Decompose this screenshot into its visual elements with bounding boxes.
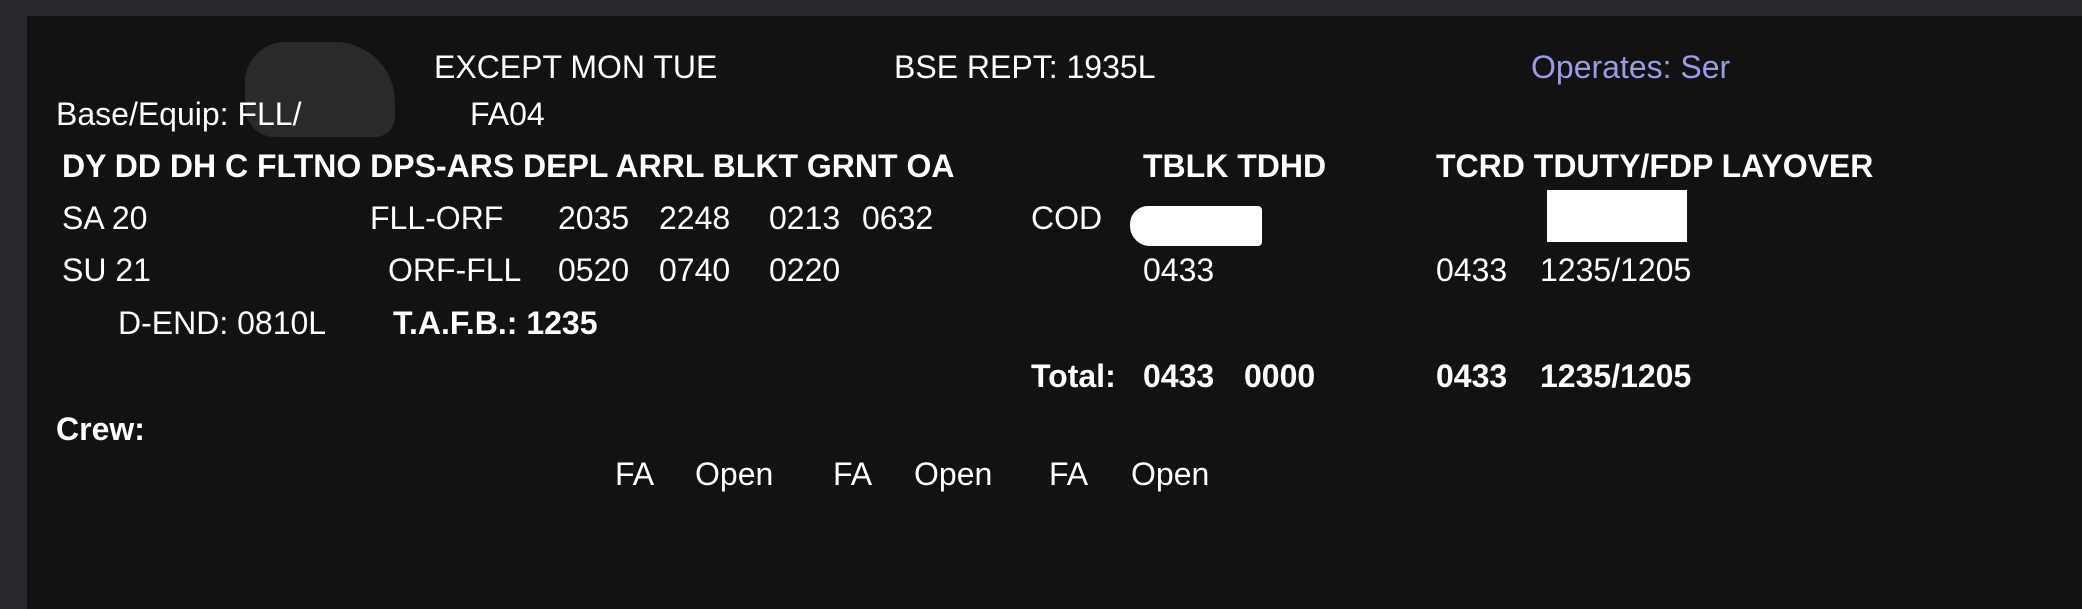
crew-status: Open: [1131, 456, 1210, 492]
base-report: BSE REPT: 1935L: [894, 49, 1156, 85]
base-equip-label: Base/Equip: FLL/: [56, 96, 302, 132]
depart-time: 2035: [558, 200, 630, 236]
totals-tdhd: 0000: [1244, 358, 1316, 394]
layover-city: COD: [1031, 200, 1103, 236]
route: ORF-FLL: [388, 252, 522, 288]
crew-status: Open: [695, 456, 774, 492]
crew-role: FA: [615, 456, 655, 492]
total-block: 0433: [1143, 252, 1215, 288]
base-equip-suffix: FA04: [470, 96, 545, 132]
block-time: 0213: [769, 200, 841, 236]
totals-label: Total:: [1031, 358, 1116, 394]
duty-fdp: 1235/1205: [1540, 252, 1692, 288]
days-except: EXCEPT MON TUE: [434, 49, 718, 85]
route: FLL-ORF: [370, 200, 504, 236]
duty-end: D-END: 0810L: [118, 305, 327, 341]
redaction-mark: [1547, 190, 1687, 242]
column-headers-left: DY DD DH C FLTNO DPS-ARS DEPL ARRL BLKT …: [62, 148, 955, 184]
totals-tblk: 0433: [1143, 358, 1215, 394]
crew-role: FA: [1049, 456, 1089, 492]
ground-time: 0632: [862, 200, 934, 236]
totals-tcrd: 0433: [1436, 358, 1508, 394]
redaction-mark: [245, 42, 395, 137]
column-headers-mid: TBLK TDHD: [1143, 148, 1327, 184]
depart-time: 0520: [558, 252, 630, 288]
total-credit: 0433: [1436, 252, 1508, 288]
tafb: T.A.F.B.: 1235: [393, 305, 598, 341]
redaction-mark: [1130, 206, 1262, 246]
crew-status: Open: [914, 456, 993, 492]
arrive-time: 0740: [659, 252, 731, 288]
arrive-time: 2248: [659, 200, 731, 236]
day-date: SU 21: [62, 252, 151, 288]
operates-link[interactable]: Operates: Ser: [1531, 49, 1731, 85]
crew-label: Crew:: [56, 411, 145, 447]
day-date: SA 20: [62, 200, 148, 236]
crew-role: FA: [833, 456, 873, 492]
block-time: 0220: [769, 252, 841, 288]
totals-duty-fdp: 1235/1205: [1540, 358, 1692, 394]
column-headers-right: TCRD TDUTY/FDP LAYOVER: [1436, 148, 1874, 184]
